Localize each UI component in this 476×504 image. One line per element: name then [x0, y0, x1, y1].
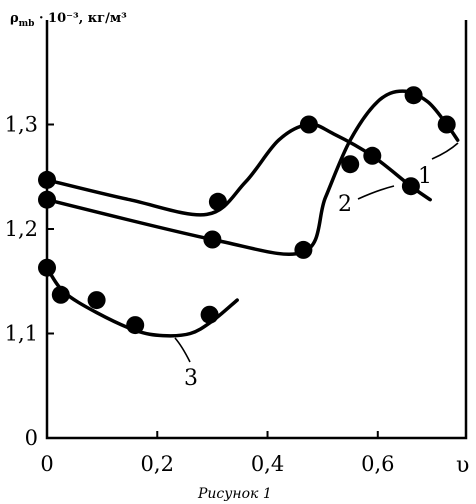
series-2-point [299, 115, 318, 134]
series-2-line [45, 122, 432, 217]
series-2-point [363, 146, 382, 165]
series-2-label: 2 [338, 192, 352, 217]
x-tick-label: 0,6 [361, 452, 394, 476]
series-2-point [38, 170, 56, 189]
series-3-point [38, 258, 56, 277]
figure-caption: Рисунок 1 [197, 486, 272, 502]
y-axis-label: ρmb · 10⁻³, кг/м³ [10, 11, 127, 29]
series-1-point [437, 115, 456, 134]
series-2-leader [357, 185, 395, 200]
x-axis-label: υ [456, 453, 469, 478]
x-tick-label: 0,4 [251, 452, 284, 476]
series-1-leader [431, 142, 459, 160]
y-tick-label: 0 [25, 426, 38, 450]
y-tick-label: 1,1 [5, 322, 38, 346]
tick-labels: 0 0,2 0,4 0,6 0 1,1 1,2 1,3 [5, 113, 395, 477]
series-1-point [341, 155, 360, 174]
series-1-point [203, 230, 222, 249]
series-1-label: 1 [418, 164, 432, 189]
axes [45, 20, 468, 440]
series-1-point [294, 240, 313, 259]
series-3-point [87, 291, 106, 310]
curve-labels: 1 2 3 [174, 142, 459, 391]
plot-frame [45, 20, 468, 440]
series-3-label: 3 [184, 366, 198, 391]
curves [45, 89, 460, 338]
series-2-point [208, 192, 227, 211]
series-1-point [404, 86, 423, 105]
series-2-point [401, 177, 420, 196]
series-1-point [38, 190, 56, 209]
x-tick-label: 0 [40, 452, 53, 476]
series-3-leader [174, 337, 191, 363]
series-3-point [126, 316, 145, 335]
series-3-point [200, 305, 219, 324]
y-tick-label: 1,3 [5, 113, 38, 137]
series-3-point [51, 285, 70, 304]
data-points [38, 86, 456, 335]
x-tick-label: 0,2 [141, 452, 174, 476]
y-tick-label: 1,2 [5, 217, 38, 241]
